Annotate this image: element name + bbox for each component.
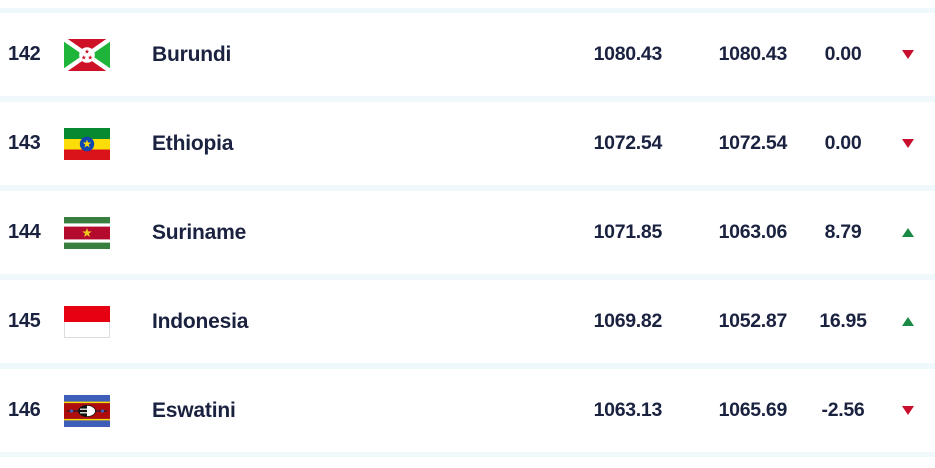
country-name: Burundi — [152, 42, 232, 66]
total-points: 1071.85 — [593, 221, 663, 243]
points-change: 8.79 — [824, 221, 862, 243]
trend-down-icon — [902, 406, 914, 415]
country-name: Indonesia — [152, 309, 249, 333]
ranking-row[interactable]: 146 Eswatini 1063.13 1065.69 -2.56 — [0, 369, 935, 452]
rank-value: 145 — [8, 310, 41, 332]
rank-value: 144 — [8, 221, 41, 243]
previous-points: 1072.54 — [718, 132, 788, 154]
total-points: 1063.13 — [593, 399, 663, 421]
trend-up-icon — [902, 317, 914, 326]
row-fragment-bottom[interactable] — [0, 457, 935, 468]
suriname-flag — [64, 216, 110, 249]
ethiopia-flag — [64, 127, 110, 160]
trend-cell — [899, 406, 935, 415]
ranking-row[interactable]: 144 Suriname 1071.85 1063.06 8.79 — [0, 191, 935, 274]
total-points: 1080.43 — [593, 43, 663, 65]
trend-up-icon — [902, 228, 914, 237]
trend-down-icon — [902, 139, 914, 148]
total-points: 1072.54 — [593, 132, 663, 154]
previous-points: 1052.87 — [718, 310, 788, 332]
ranking-rows: 142 Burundi 1080.43 1080.43 0.00 143 Eth… — [0, 13, 935, 452]
points-change: 0.00 — [824, 43, 862, 65]
trend-down-icon — [902, 50, 914, 59]
indonesia-flag — [64, 305, 110, 338]
eswatini-flag — [64, 394, 110, 427]
previous-points: 1065.69 — [718, 399, 788, 421]
previous-points: 1080.43 — [718, 43, 788, 65]
country-name: Eswatini — [152, 398, 236, 422]
points-change: 0.00 — [824, 132, 862, 154]
trend-cell — [899, 50, 935, 59]
rank-value: 142 — [8, 43, 41, 65]
total-points: 1069.82 — [593, 310, 663, 332]
previous-points: 1063.06 — [718, 221, 788, 243]
rank-value: 146 — [8, 399, 41, 421]
rank-value: 143 — [8, 132, 41, 154]
trend-cell — [899, 317, 935, 326]
ranking-row[interactable]: 142 Burundi 1080.43 1080.43 0.00 — [0, 13, 935, 96]
row-fragment-top[interactable] — [0, 0, 935, 8]
trend-cell — [899, 139, 935, 148]
ranking-row[interactable]: 145 Indonesia 1069.82 1052.87 16.95 — [0, 280, 935, 363]
points-change: -2.56 — [821, 399, 865, 421]
trend-cell — [899, 228, 935, 237]
points-change: 16.95 — [819, 310, 867, 332]
burundi-flag — [64, 38, 110, 71]
ranking-row[interactable]: 143 Ethiopia 1072.54 1072.54 0.00 — [0, 102, 935, 185]
country-name: Suriname — [152, 220, 247, 244]
country-name: Ethiopia — [152, 131, 234, 155]
